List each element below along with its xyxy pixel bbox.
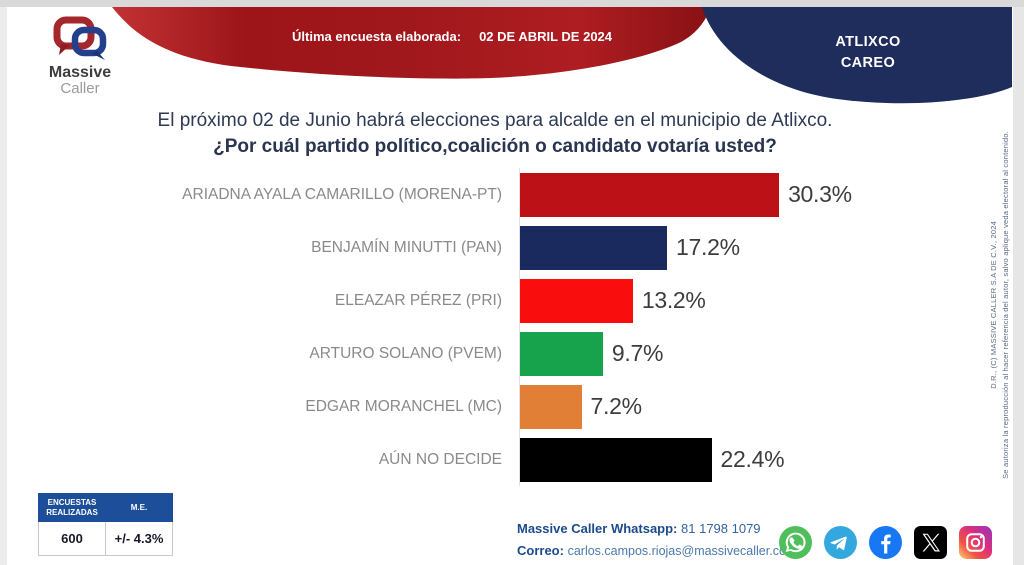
chart-value-label: 13.2% — [641, 287, 706, 313]
chart-bar — [520, 331, 603, 376]
stats-header-encuestas: ENCUESTAS REALIZADAS — [38, 493, 106, 522]
chart-category-label: BENJAMÍN MINUTTI (PAN) — [311, 238, 502, 256]
chat-bubbles-icon — [53, 16, 107, 60]
right-edge-strip — [1013, 7, 1024, 565]
chart-row: ARTURO SOLANO (PVEM) 9.7% — [150, 327, 852, 380]
top-edge-strip — [0, 0, 1024, 7]
telegram-icon[interactable] — [824, 526, 857, 559]
chart-bar — [520, 225, 668, 270]
header-banner-shapes — [112, 7, 1012, 104]
stats-table: ENCUESTAS REALIZADAS M.E. 600 +/- 4.3% — [38, 493, 173, 556]
left-edge-strip — [0, 7, 7, 565]
stats-header-me: M.E. — [105, 493, 173, 522]
red-banner-shape — [112, 7, 711, 79]
chart-bar — [520, 384, 582, 429]
whatsapp-icon[interactable] — [779, 526, 812, 559]
chart-bar — [520, 278, 633, 323]
region-banner: ATLIXCO CAREO — [793, 32, 943, 74]
chart-category-label: EDGAR MORANCHEL (MC) — [305, 397, 502, 415]
chart-bar-area: 30.3% — [519, 168, 852, 221]
last-survey-banner: Última encuesta elaborada: 02 DE ABRIL D… — [292, 29, 612, 44]
chart-rows: ARIADNA AYALA CAMARILLO (MORENA-PT) 30.3%… — [150, 168, 852, 486]
legal-vertical-text: D.R., (C) MASSIVE CALLER S.A DE C.V., 20… — [989, 100, 1010, 510]
chart-bar — [520, 172, 780, 217]
x-icon[interactable] — [914, 526, 947, 559]
chart-row: AÚN NO DECIDE 22.4% — [150, 433, 852, 486]
instagram-icon[interactable] — [959, 526, 992, 559]
chart-bar-area: 9.7% — [519, 327, 663, 380]
email-line: Correo: carlos.campos.riojas@massivecall… — [517, 540, 796, 562]
chart-bar-area: 7.2% — [519, 380, 642, 433]
chart-row: ELEAZAR PÉREZ (PRI) 13.2% — [150, 274, 852, 327]
massive-caller-logo: Massive Caller — [36, 16, 124, 96]
logo-text-massive: Massive — [48, 64, 112, 81]
contact-block: Massive Caller Whatsapp: 81 1798 1079 Co… — [517, 518, 796, 562]
chart-row: EDGAR MORANCHEL (MC) 7.2% — [150, 380, 852, 433]
chart-bar-area: 13.2% — [519, 274, 706, 327]
email-address: carlos.campos.riojas@massivecaller.com — [567, 544, 797, 558]
facebook-icon[interactable] — [869, 526, 902, 559]
social-icons — [779, 526, 992, 559]
chart-value-label: 30.3% — [788, 181, 852, 207]
authorization-line: Se autoriza la reproducción al hacer ref… — [1001, 131, 1010, 479]
region-name: ATLIXCO — [835, 34, 901, 50]
chart-category-label: ARIADNA AYALA CAMARILLO (MORENA-PT) — [182, 185, 502, 203]
chart-row: ARIADNA AYALA CAMARILLO (MORENA-PT) 30.3% — [150, 168, 852, 221]
logo-text-caller: Caller — [60, 80, 100, 97]
stats-value-encuestas: 600 — [38, 521, 106, 556]
chart-category-label: ELEAZAR PÉREZ (PRI) — [334, 291, 502, 309]
last-survey-label: Última encuesta elaborada: — [292, 29, 462, 44]
chart-row: BENJAMÍN MINUTTI (PAN) 17.2% — [150, 221, 852, 274]
poll-question: El próximo 02 de Junio habrá elecciones … — [0, 110, 990, 158]
last-survey-date: 02 DE ABRIL DE 2024 — [479, 29, 613, 44]
chart-value-label: 7.2% — [590, 393, 643, 419]
whatsapp-number: 81 1798 1079 — [681, 521, 761, 536]
whatsapp-line: Massive Caller Whatsapp: 81 1798 1079 — [517, 518, 796, 540]
chart-category-label: AÚN NO DECIDE — [378, 450, 502, 468]
chart-bar-area: 22.4% — [519, 433, 785, 486]
navy-banner-shape — [702, 7, 1012, 104]
question-line-2: ¿Por cuál partido político,coalición o c… — [213, 136, 777, 157]
survey-type: CAREO — [840, 55, 896, 71]
stats-value-me: +/- 4.3% — [105, 521, 173, 556]
copyright-line: D.R., (C) MASSIVE CALLER S.A DE C.V., 20… — [989, 221, 998, 389]
chart-category-label: ARTURO SOLANO (PVEM) — [309, 344, 502, 362]
email-label: Correo: — [517, 543, 564, 558]
whatsapp-label: Massive Caller Whatsapp: — [517, 521, 678, 536]
chart-bar-area: 17.2% — [519, 221, 740, 274]
chart-value-label: 22.4% — [720, 446, 785, 472]
chart-value-label: 9.7% — [611, 340, 664, 366]
chart-bar — [520, 437, 712, 482]
chart-value-label: 17.2% — [676, 234, 740, 260]
question-line-1: El próximo 02 de Junio habrá elecciones … — [157, 110, 833, 131]
